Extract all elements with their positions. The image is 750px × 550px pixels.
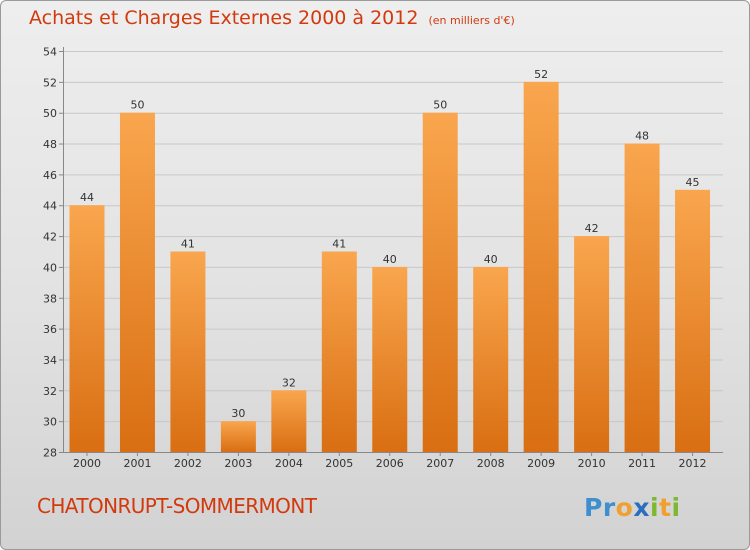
data-label: 50: [433, 99, 447, 112]
chart-title-block: Achats et Charges Externes 2000 à 2012 (e…: [29, 7, 515, 29]
y-tick-label: 28: [43, 447, 57, 460]
y-tick-label: 54: [43, 46, 57, 59]
data-label: 40: [383, 253, 397, 266]
axes: [63, 47, 723, 453]
x-tick-label: 2004: [275, 457, 303, 470]
bar-2005: [321, 251, 357, 452]
bar-2011: [624, 143, 660, 453]
data-label: 30: [231, 407, 245, 420]
logo-letter: P: [584, 493, 603, 522]
bar-2001: [119, 112, 155, 452]
x-tick-labels: 2000 2001 2002 2003 2004 2005 2006 2007 2008 2009…: [73, 452, 707, 470]
bar-2000: [69, 205, 105, 452]
y-tick-labels: 28 30 32 34 36 38 40 42 44 46 48 50 52 54: [43, 46, 63, 460]
logo-letter: x: [633, 493, 650, 522]
y-tick-label: 30: [43, 416, 57, 429]
bar-2009: [523, 81, 559, 452]
logo-letter: r: [602, 493, 616, 522]
x-tick-label: 2009: [527, 457, 555, 470]
data-label: 44: [80, 191, 94, 204]
y-tick-label: 52: [43, 76, 57, 89]
y-tick-label: 42: [43, 231, 57, 244]
data-label: 32: [282, 376, 296, 389]
x-tick-label: 2003: [224, 457, 252, 470]
logo-letter: o: [615, 493, 634, 522]
bars: [69, 81, 711, 453]
data-label: 40: [484, 253, 498, 266]
y-tick-label: 48: [43, 138, 57, 151]
bar-2007: [422, 112, 458, 452]
y-tick-label: 50: [43, 107, 57, 120]
data-labels: 44 50 41 30 32 41 40 50 40 52 42 48 45: [80, 68, 700, 420]
bar-2006: [372, 266, 408, 452]
x-tick-label: 2001: [123, 457, 151, 470]
data-label: 52: [534, 68, 548, 81]
logo-letter: t: [659, 493, 672, 522]
logo-letter: i: [671, 493, 681, 522]
y-tick-label: 38: [43, 292, 57, 305]
x-tick-label: 2000: [73, 457, 101, 470]
chart-unit: (en milliers d'€): [428, 14, 515, 27]
data-label: 48: [635, 130, 649, 143]
data-label: 45: [686, 176, 700, 189]
y-tick-label: 46: [43, 169, 57, 182]
y-tick-label: 34: [43, 354, 57, 367]
x-tick-label: 2006: [376, 457, 404, 470]
data-label: 41: [332, 238, 346, 251]
y-tick-label: 40: [43, 261, 57, 274]
x-tick-label: 2010: [578, 457, 606, 470]
bar-2003: [220, 421, 256, 452]
bar-2010: [574, 236, 610, 452]
x-tick-label: 2012: [679, 457, 707, 470]
bar-2004: [271, 390, 307, 452]
x-tick-label: 2002: [174, 457, 202, 470]
x-tick-label: 2008: [477, 457, 505, 470]
bar-2002: [170, 251, 206, 452]
y-tick-label: 44: [43, 200, 57, 213]
y-tick-label: 32: [43, 385, 57, 398]
chart-title: Achats et Charges Externes 2000 à 2012: [29, 7, 419, 29]
bar-2012: [675, 189, 711, 453]
y-tick-label: 36: [43, 323, 57, 336]
x-tick-label: 2007: [426, 457, 454, 470]
data-label: 41: [181, 238, 195, 251]
proxiti-logo: Proxiti: [584, 493, 681, 522]
bar-2008: [473, 266, 509, 452]
x-tick-label: 2011: [628, 457, 656, 470]
commune-name: CHATONRUPT-SOMMERMONT: [37, 494, 317, 518]
logo-letter: i: [650, 493, 660, 522]
data-label: 50: [130, 99, 144, 112]
data-label: 42: [585, 222, 599, 235]
x-tick-label: 2005: [325, 457, 353, 470]
